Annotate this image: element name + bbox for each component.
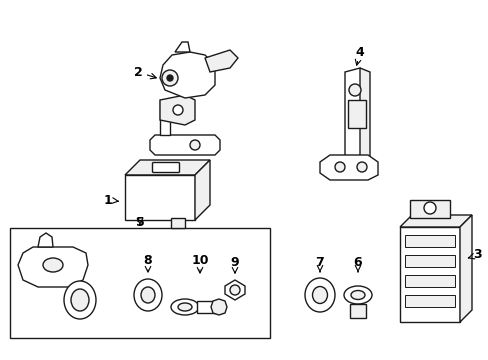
Text: 6: 6 [353,256,362,269]
Ellipse shape [134,279,162,311]
Circle shape [356,162,366,172]
Text: 5: 5 [135,216,144,229]
Ellipse shape [64,281,96,319]
Ellipse shape [350,291,364,300]
Circle shape [167,75,173,81]
Circle shape [348,84,360,96]
Polygon shape [175,42,190,52]
Bar [409,200,449,218]
Ellipse shape [178,303,192,311]
Circle shape [423,202,435,214]
Text: 3: 3 [473,248,481,261]
Ellipse shape [141,287,155,303]
Polygon shape [38,233,53,247]
Circle shape [162,70,178,86]
Polygon shape [399,215,471,227]
Text: 4: 4 [355,45,364,59]
Bar [347,100,365,128]
Bar [399,227,459,322]
Bar [404,235,454,247]
Polygon shape [160,95,195,125]
Ellipse shape [305,278,334,312]
Polygon shape [18,247,88,287]
Text: 1: 1 [103,194,112,207]
Polygon shape [224,280,244,300]
Ellipse shape [171,299,199,315]
Polygon shape [359,68,369,162]
Polygon shape [319,155,377,180]
Ellipse shape [43,258,63,272]
Bar [170,218,184,228]
Bar [349,304,365,318]
Bar [404,255,454,267]
Bar [404,295,454,307]
Polygon shape [345,68,367,162]
Circle shape [173,105,183,115]
Circle shape [229,285,240,295]
Bar [197,301,219,313]
Polygon shape [150,135,220,155]
FancyBboxPatch shape [152,162,179,172]
Polygon shape [160,52,215,98]
Polygon shape [459,215,471,322]
Polygon shape [125,160,209,175]
Polygon shape [204,50,238,72]
Text: 2: 2 [133,66,142,78]
Text: 9: 9 [230,256,239,269]
Text: 8: 8 [143,253,152,266]
Polygon shape [210,299,226,315]
Ellipse shape [312,287,327,303]
Bar [125,175,195,220]
Bar [10,228,269,338]
Text: 7: 7 [315,256,324,269]
Ellipse shape [343,286,371,304]
Circle shape [334,162,345,172]
Polygon shape [195,160,209,220]
Circle shape [190,140,200,150]
Bar [404,275,454,287]
Ellipse shape [71,289,89,311]
Text: 10: 10 [191,253,208,266]
Polygon shape [160,100,170,135]
